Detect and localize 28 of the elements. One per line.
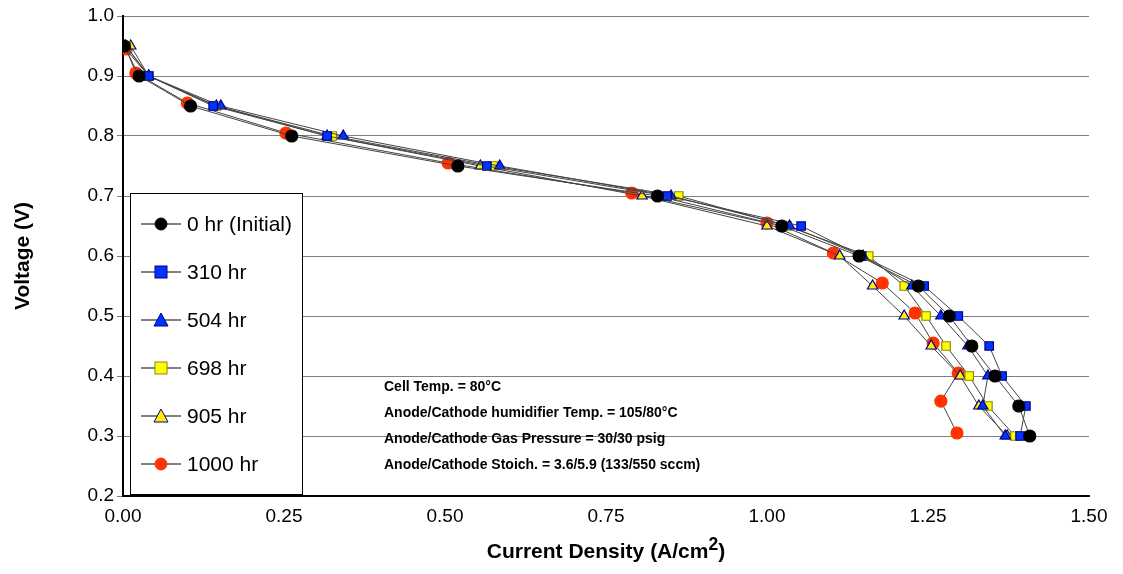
legend-label: 905 hr [187, 404, 247, 428]
x-tick-label: 0.00 [104, 504, 142, 526]
x-tick-label: 0.75 [587, 504, 625, 526]
y-tick-label: 0.7 [87, 184, 114, 206]
y-tick-label: 0.9 [87, 64, 114, 86]
y-tick-label: 1.0 [87, 4, 114, 26]
y-tick-label: 0.2 [87, 484, 114, 506]
y-tick-label: 0.5 [87, 304, 114, 326]
x-tick-label: 0.50 [426, 504, 464, 526]
x-axis-title: Current Density (A/cm$^{2}$) [485, 534, 727, 563]
y-tick-label: 0.6 [87, 244, 114, 266]
x-tick-label: 1.00 [748, 504, 786, 526]
y-tick-label: 0.4 [87, 364, 115, 386]
legend-label: 310 hr [187, 260, 247, 284]
annotation: Cell Temp. = 80°C [384, 377, 501, 394]
annotation: Anode/Cathode Gas Pressure = 30/30 psig [384, 429, 666, 446]
annotation: Anode/Cathode Stoich. = 3.6/5.9 (133/550 sccm) [384, 455, 701, 472]
x-tick-label: 0.25 [265, 504, 303, 526]
legend-label: 698 hr [187, 356, 247, 380]
annotation: Anode/Cathode humidifier Temp. = 105/80°C [384, 403, 678, 420]
legend-label: 0 hr (Initial) [187, 212, 293, 236]
x-tick-label: 1.50 [1070, 504, 1108, 526]
legend-label: 504 hr [187, 308, 247, 332]
legend-label: 1000 hr [187, 452, 259, 476]
x-tick-label: 1.25 [909, 504, 947, 526]
y-axis-title: Voltage (V) [10, 201, 34, 311]
y-tick-label: 0.3 [87, 424, 114, 446]
y-tick-label: 0.8 [87, 124, 114, 146]
